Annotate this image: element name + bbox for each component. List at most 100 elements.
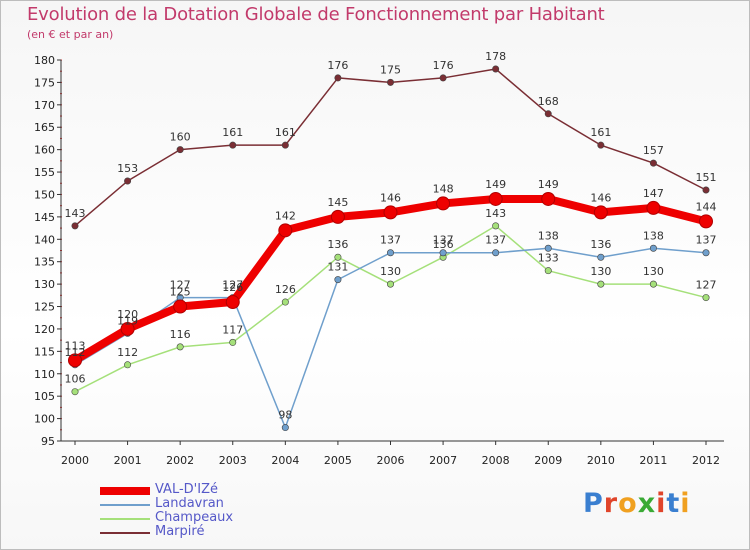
point-landavran [281, 424, 289, 432]
chart-subtitle: (en € et par an) [27, 28, 114, 41]
legend-swatch-champeaux [100, 518, 150, 520]
point-landavran [492, 249, 500, 257]
legend-item-champeaux: Champeaux [100, 510, 300, 526]
point-landavran [334, 276, 342, 284]
point-marpir [229, 141, 237, 149]
point-val-d-iz [646, 200, 661, 215]
data-label-champeaux: 126 [275, 283, 296, 296]
data-label-val-d-iz: 149 [485, 178, 506, 191]
point-marpir [439, 74, 447, 82]
point-val-d-iz [593, 205, 608, 220]
data-label-landavran: 138 [538, 229, 559, 242]
y-tick-label: 135 [34, 256, 55, 269]
axes [60, 60, 724, 442]
y-tick-label: 115 [34, 345, 55, 358]
y-tick-label: 145 [34, 211, 55, 224]
data-label-champeaux: 133 [538, 252, 559, 265]
data-label-val-d-iz: 149 [538, 178, 559, 191]
data-label-val-d-iz: 126 [222, 281, 243, 294]
data-label-landavran: 112 [65, 346, 86, 359]
point-val-d-iz [436, 196, 451, 211]
data-label-marpir: 157 [643, 144, 664, 157]
point-val-d-iz [68, 353, 82, 368]
data-label-landavran: 127 [222, 279, 243, 292]
y-tick-label: 140 [34, 233, 55, 246]
x-tick-label: 2000 [61, 454, 89, 467]
data-label-val-d-iz: 144 [696, 200, 717, 213]
point-landavran [439, 249, 447, 257]
point-champeaux [544, 267, 552, 275]
x-tick-label: 2009 [534, 454, 562, 467]
x-tick-label: 2006 [377, 454, 405, 467]
data-label-champeaux: 116 [170, 328, 191, 341]
data-label-landavran: 138 [643, 229, 664, 242]
point-val-d-iz [383, 205, 398, 220]
proxiti-logo: Proxiti [583, 488, 691, 519]
data-label-marpir: 160 [170, 131, 191, 144]
y-tick-label: 180 [34, 54, 55, 67]
data-label-champeaux: 130 [380, 265, 401, 278]
data-label-marpir: 143 [65, 207, 86, 220]
data-label-champeaux: 112 [117, 346, 138, 359]
y-tick-label: 155 [34, 166, 55, 179]
y-tick-label: 160 [34, 144, 55, 157]
y-tick-label: 150 [34, 188, 55, 201]
point-landavran [386, 249, 394, 257]
y-tick-label: 95 [41, 435, 55, 448]
x-tick-label: 2007 [429, 454, 457, 467]
point-champeaux [386, 280, 394, 288]
data-label-val-d-iz: 113 [65, 339, 86, 352]
point-marpir [492, 65, 500, 73]
y-tick-label: 125 [34, 301, 55, 314]
point-champeaux [492, 222, 500, 230]
x-axis-ticks: 2000 2001 2002 2003 2004 2005 2006 2007 2008 2009… [61, 441, 720, 467]
data-label-landavran: 127 [170, 279, 191, 292]
x-tick-label: 2011 [639, 454, 667, 467]
data-label-marpir: 153 [117, 162, 138, 175]
point-val-d-iz [699, 214, 713, 229]
data-label-champeaux: 117 [222, 323, 243, 336]
data-label-champeaux: 127 [696, 279, 717, 292]
data-label-marpir: 175 [380, 63, 401, 76]
point-marpir [386, 78, 394, 86]
data-label-landavran: 137 [696, 234, 717, 247]
legend-label-champeaux: Champeaux [155, 510, 234, 525]
data-label-marpir: 176 [433, 59, 454, 72]
data-label-marpir: 161 [275, 126, 296, 139]
data-label-val-d-iz: 147 [643, 187, 664, 200]
data-label-champeaux: 130 [590, 265, 611, 278]
point-marpir [71, 222, 79, 230]
chart-title: Evolution de la Dotation Globale de Fonc… [27, 4, 605, 25]
data-label-champeaux: 143 [485, 207, 506, 220]
point-champeaux [124, 361, 132, 369]
data-label-champeaux: 136 [327, 238, 348, 251]
data-label-landavran: 136 [590, 238, 611, 251]
point-champeaux [229, 338, 237, 346]
point-marpir [702, 186, 710, 194]
data-label-val-d-iz: 146 [590, 191, 611, 204]
data-label-landavran: 137 [433, 234, 454, 247]
x-tick-label: 2005 [324, 454, 352, 467]
point-val-d-iz [541, 191, 556, 206]
point-landavran [649, 244, 657, 252]
y-tick-label: 105 [34, 390, 55, 403]
point-val-d-iz [225, 295, 240, 310]
point-marpir [334, 74, 342, 82]
point-landavran [597, 253, 605, 261]
x-tick-label: 2008 [482, 454, 510, 467]
data-label-landavran: 137 [380, 234, 401, 247]
data-label-marpir: 161 [590, 126, 611, 139]
series-layer [68, 65, 713, 432]
x-tick-label: 2001 [114, 454, 142, 467]
point-marpir [544, 110, 552, 118]
legend-swatch-landavran [100, 504, 150, 506]
data-label-val-d-iz: 120 [117, 308, 138, 321]
point-val-d-iz [330, 209, 345, 224]
y-tick-label: 120 [34, 323, 55, 336]
y-tick-label: 100 [34, 413, 55, 426]
y-tick-label: 175 [34, 76, 55, 89]
legend-item-val-d-ize: VAL-D'IZé [100, 482, 300, 498]
legend: VAL-D'IZé Landavran Champeaux Marpiré [100, 482, 300, 540]
